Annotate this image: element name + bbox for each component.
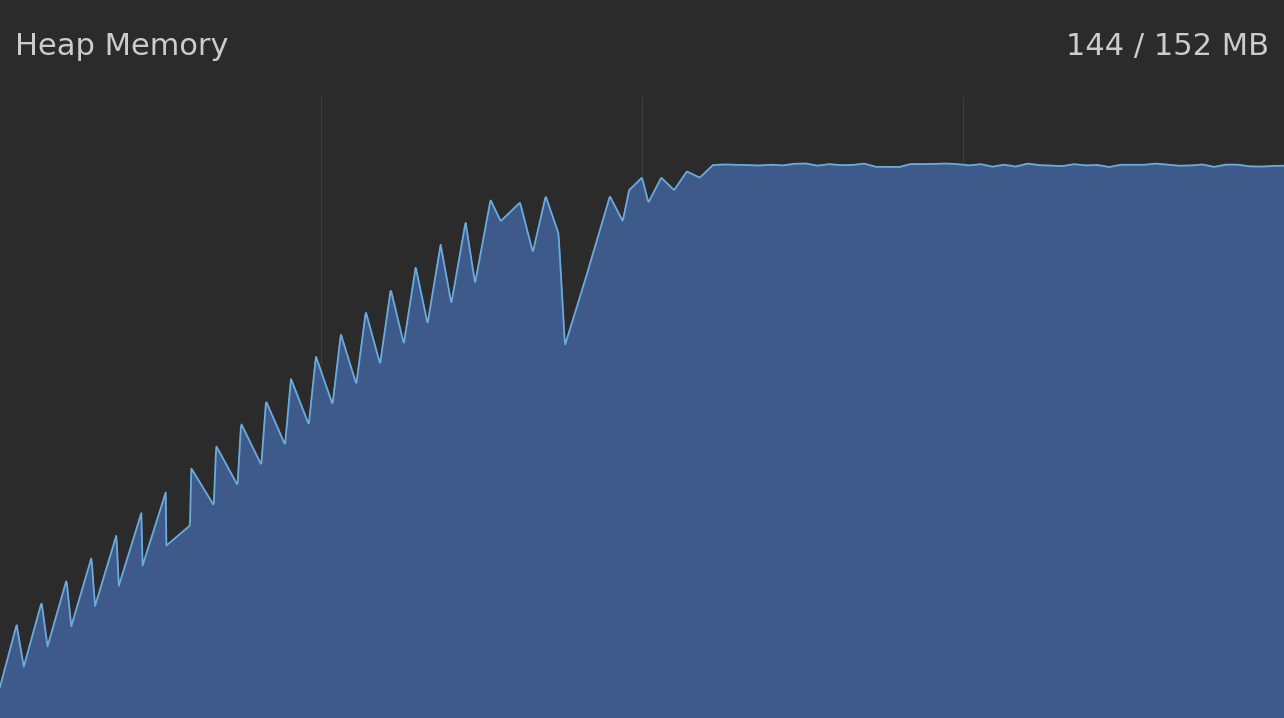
Text: 144 / 152 MB: 144 / 152 MB	[1066, 32, 1269, 61]
Text: Heap Memory: Heap Memory	[15, 32, 229, 61]
